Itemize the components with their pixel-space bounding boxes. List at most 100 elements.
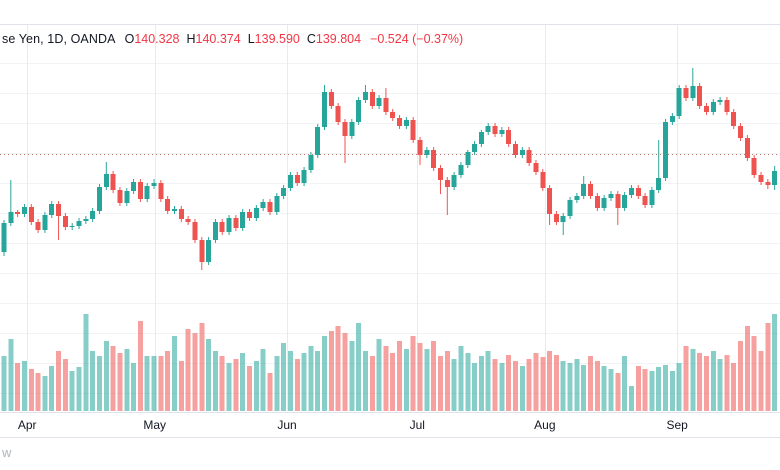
volume-bar xyxy=(390,353,396,411)
volume-bar xyxy=(635,366,641,411)
candle-body xyxy=(322,92,328,128)
candle-body xyxy=(731,112,737,127)
candle-body xyxy=(49,204,55,216)
volume-bar xyxy=(124,349,130,411)
candle-body xyxy=(233,218,239,229)
volume-bar xyxy=(131,363,137,411)
candle-body xyxy=(219,222,225,233)
volume-bar xyxy=(356,323,362,411)
candle-body xyxy=(260,201,266,209)
volume-bar xyxy=(219,356,225,411)
time-axis-label[interactable]: Jun xyxy=(277,418,296,432)
candle-body xyxy=(267,201,273,213)
candle-body xyxy=(301,170,307,183)
volume-bar xyxy=(417,343,423,411)
volume-bar xyxy=(144,356,150,411)
volume-bar xyxy=(424,349,430,411)
volume-bar xyxy=(362,351,368,411)
time-axis-label[interactable]: Aug xyxy=(534,418,555,432)
candle-body xyxy=(376,98,382,107)
candle-body xyxy=(335,106,341,123)
candle-body xyxy=(390,112,396,119)
candle-body xyxy=(362,92,368,101)
volume-bar xyxy=(410,336,416,411)
candle-body xyxy=(635,188,641,197)
candle-body xyxy=(519,150,525,155)
candle-body xyxy=(62,216,68,228)
volume-bar xyxy=(172,336,177,411)
volume-bar xyxy=(431,341,437,411)
volume-bar xyxy=(247,366,253,411)
volume-bar xyxy=(199,323,205,411)
volume-bar xyxy=(547,351,553,411)
volume-bar xyxy=(499,363,505,411)
time-axis-label[interactable]: Apr xyxy=(18,418,37,432)
candle-body xyxy=(567,200,573,217)
candle-body xyxy=(574,196,580,201)
volume-bar xyxy=(62,359,68,411)
volume-bar xyxy=(744,326,750,411)
volume-bar xyxy=(690,349,696,411)
volume-bar xyxy=(751,336,757,411)
candle-body xyxy=(649,189,655,206)
time-axis-label[interactable]: Jul xyxy=(410,418,425,432)
volume-bar xyxy=(56,351,62,411)
candle-body xyxy=(403,120,409,127)
volume-bar xyxy=(772,314,778,411)
volume-bar xyxy=(615,373,621,411)
candle-body xyxy=(110,174,116,190)
volume-bar xyxy=(731,363,737,411)
candle-body xyxy=(117,189,123,204)
candle-body xyxy=(158,182,164,200)
volume-bar xyxy=(437,356,443,411)
volume-bar xyxy=(533,353,539,411)
volume-bar xyxy=(669,371,675,411)
volume-bar xyxy=(403,349,409,411)
candle-body xyxy=(628,188,634,196)
volume-bar xyxy=(83,314,89,411)
candle-body xyxy=(506,130,512,144)
candle-body xyxy=(274,196,280,213)
ohlc-close: C139.804 xyxy=(306,32,362,46)
candle-body xyxy=(240,212,246,229)
candle-body xyxy=(642,196,648,206)
volume-bar xyxy=(287,351,293,411)
volume-bar xyxy=(28,369,34,411)
candle-body xyxy=(417,139,423,155)
volume-bar xyxy=(212,351,218,411)
time-axis-label[interactable]: Sep xyxy=(666,418,688,432)
candle-body xyxy=(35,222,41,231)
volume-bar xyxy=(253,361,259,411)
volume-bar xyxy=(683,346,689,411)
ohlc-low: L139.590 xyxy=(247,32,300,46)
candle-body xyxy=(656,178,662,190)
volume-bar xyxy=(649,371,655,411)
volume-bar xyxy=(444,351,450,411)
volume-bar xyxy=(588,356,594,411)
candle-body xyxy=(185,219,191,223)
candle-body xyxy=(144,186,150,200)
volume-bar xyxy=(656,367,662,411)
candle-body xyxy=(601,197,607,209)
time-axis-label[interactable]: May xyxy=(143,418,166,432)
volume-bar xyxy=(76,367,82,411)
volume-bar xyxy=(206,339,212,411)
candle-body xyxy=(526,150,532,163)
volume-bar xyxy=(42,376,48,411)
volume-bar xyxy=(96,356,102,411)
volume-bar xyxy=(492,359,498,411)
candle-body xyxy=(410,120,416,140)
volume-bar xyxy=(506,355,512,411)
volume-bar xyxy=(21,361,27,411)
volume-bar xyxy=(15,363,21,411)
volume-bar xyxy=(103,341,109,411)
volume-bar xyxy=(315,351,321,411)
candle-body xyxy=(56,204,62,217)
candle-body xyxy=(369,92,375,107)
volume-bar xyxy=(335,326,341,411)
candle-body xyxy=(437,168,443,181)
volume-bar xyxy=(369,356,375,411)
candle-body xyxy=(8,212,14,224)
